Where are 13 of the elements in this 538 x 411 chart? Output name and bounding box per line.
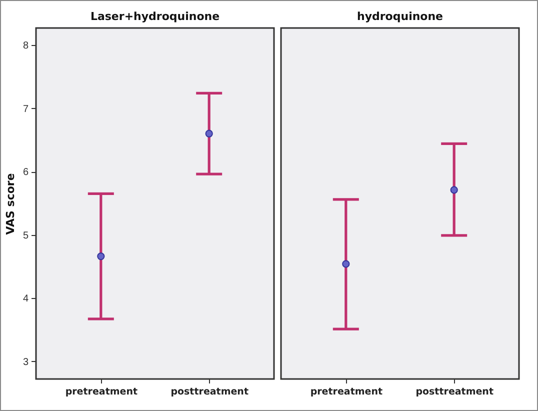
y-tick-label: 4 [22, 294, 29, 305]
y-tick-label: 6 [22, 167, 29, 178]
x-tick-label: pretreatment [310, 386, 383, 398]
y-axis-title: VAS score [4, 173, 17, 235]
y-tick-label: 5 [22, 230, 29, 242]
x-tick-label: posttreatment [170, 386, 249, 398]
x-tick-label: pretreatment [65, 386, 138, 398]
y-tick-label: 7 [22, 104, 29, 115]
chart-title: hydroquinone [356, 10, 444, 23]
x-tick-label: posttreatment [416, 386, 494, 398]
y-tick-label: 3 [22, 356, 29, 368]
y-tick-label: 8 [22, 40, 29, 52]
chart-title: Laser+hydroquinone [90, 10, 220, 23]
